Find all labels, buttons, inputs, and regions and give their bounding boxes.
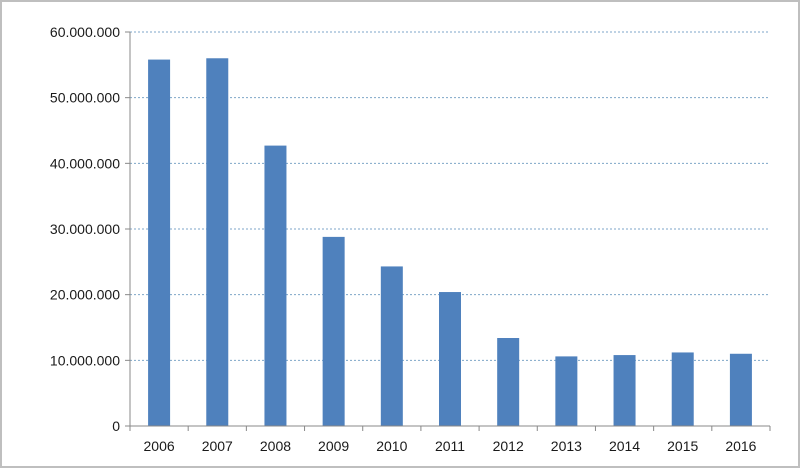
x-tick-label: 2009 xyxy=(318,438,349,454)
bar-2012 xyxy=(497,338,520,426)
bar-2007 xyxy=(206,58,229,427)
y-tick-label: 30.000.000 xyxy=(50,221,120,237)
bar-2009 xyxy=(322,236,345,426)
x-tick-label: 2012 xyxy=(493,438,524,454)
y-tick-label: 40.000.000 xyxy=(50,155,120,171)
bar-2008 xyxy=(264,145,287,426)
bar-2010 xyxy=(380,266,403,426)
x-tick-labels: 2006 2007 2008 2009 2010 2011 2012 2013 2014 2015… xyxy=(129,426,771,454)
x-tick-label: 2016 xyxy=(725,438,756,454)
x-tick-label: 2014 xyxy=(609,438,640,454)
x-tick-label: 2007 xyxy=(202,438,233,454)
bar-2014 xyxy=(613,355,636,426)
x-tick-label: 2013 xyxy=(551,438,582,454)
bars xyxy=(148,58,752,427)
bar-2006 xyxy=(148,59,171,427)
x-tick-label: 2006 xyxy=(144,438,175,454)
x-tick-label: 2011 xyxy=(435,438,465,454)
y-tick-label: 10.000.000 xyxy=(50,352,120,368)
y-tick-labels: 0 10.000.000 20.000.000 30.000.000 40.000.00… xyxy=(50,24,130,434)
bar-2016 xyxy=(729,353,752,426)
x-tick-label: 2008 xyxy=(260,438,291,454)
bar-2011 xyxy=(439,292,461,426)
bar-2015 xyxy=(671,352,694,426)
y-tick-label: 60.000.000 xyxy=(50,24,120,40)
y-tick-label: 0 xyxy=(112,418,120,434)
y-tick-label: 50.000.000 xyxy=(50,90,120,106)
bar-2013 xyxy=(555,356,578,426)
x-tick-label: 2010 xyxy=(376,438,407,454)
y-tick-label: 20.000.000 xyxy=(50,287,120,303)
x-tick-label: 2015 xyxy=(667,438,698,454)
